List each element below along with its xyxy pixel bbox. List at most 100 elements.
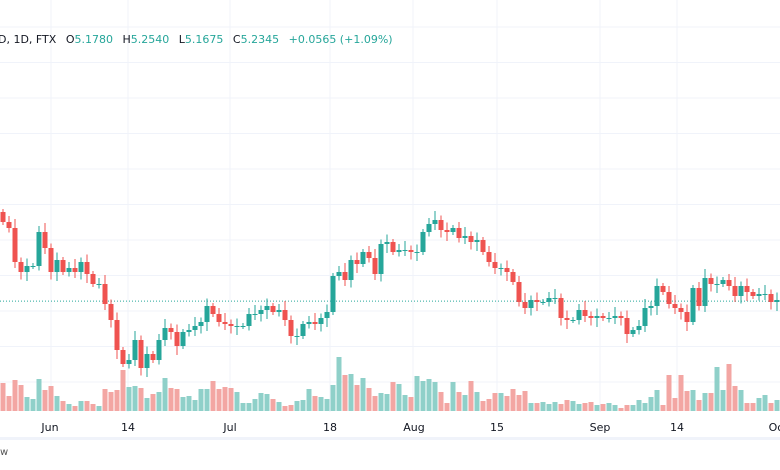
candle-down xyxy=(768,294,774,302)
volume-bar xyxy=(420,381,426,411)
symbol-label: D, 1D, FTX xyxy=(0,33,57,46)
candle-up xyxy=(330,276,336,312)
volume-bar xyxy=(552,402,558,411)
volume-bar xyxy=(18,385,24,411)
candle-up xyxy=(594,316,600,318)
candle-down xyxy=(504,268,510,272)
candles xyxy=(0,209,780,377)
volume-bar xyxy=(216,389,222,411)
volume-bar xyxy=(126,387,132,411)
candlestick-chart[interactable] xyxy=(0,0,780,440)
bottom-panel-label: w xyxy=(0,447,9,458)
candle-down xyxy=(342,272,348,280)
volume-bar xyxy=(642,403,648,411)
volume-bar xyxy=(372,396,378,411)
volume-bar xyxy=(366,388,372,411)
candle-down xyxy=(468,236,474,242)
x-tick-label: 14 xyxy=(121,421,135,434)
candle-up xyxy=(378,244,384,274)
volume-bar xyxy=(510,389,516,411)
volume-bar xyxy=(360,378,366,411)
candle-down xyxy=(90,274,96,284)
candle-down xyxy=(48,248,54,272)
volume-bar xyxy=(486,399,492,411)
candle-down xyxy=(60,260,66,272)
volume-bar xyxy=(240,403,246,411)
volume-bar xyxy=(210,381,216,411)
candle-up xyxy=(762,294,768,295)
candle-up xyxy=(66,268,72,272)
candle-up xyxy=(180,332,186,346)
volume-bar xyxy=(654,390,660,411)
volume-bar xyxy=(618,408,624,411)
volume-bar xyxy=(690,390,696,411)
volume-bar xyxy=(180,397,186,411)
x-tick-label: Jul xyxy=(223,421,237,434)
x-tick-label: 15 xyxy=(490,421,504,434)
volume-bar xyxy=(456,392,462,411)
volume-bar xyxy=(432,382,438,411)
volume-bar xyxy=(576,404,582,411)
candle-down xyxy=(270,306,276,312)
candle-down xyxy=(582,310,588,316)
volume-bar xyxy=(630,405,636,411)
candle-down xyxy=(624,318,630,334)
volume-bar xyxy=(330,385,336,411)
candle-down xyxy=(438,220,444,230)
volume-bar xyxy=(660,405,666,411)
volume-bar xyxy=(546,404,552,411)
candle-up xyxy=(612,316,618,318)
candle-down xyxy=(696,288,702,306)
volume-bar xyxy=(750,403,756,411)
candle-up xyxy=(636,326,642,330)
volume-bar xyxy=(732,386,738,411)
open-value: 5.1780 xyxy=(74,33,114,46)
candle-down xyxy=(408,250,414,252)
candle-up xyxy=(300,324,306,336)
volume-bar xyxy=(564,400,570,411)
volume-bar xyxy=(684,391,690,411)
volume-bar xyxy=(522,391,528,411)
candle-down xyxy=(564,318,570,320)
candle-up xyxy=(186,330,192,332)
candle-down xyxy=(354,260,360,264)
candle-up xyxy=(360,252,366,264)
candle-up xyxy=(414,252,420,253)
volume-bar xyxy=(408,397,414,411)
candle-down xyxy=(42,232,48,248)
candle-down xyxy=(732,286,738,296)
volume-bar xyxy=(348,374,354,411)
candle-up xyxy=(198,322,204,326)
candle-up xyxy=(30,266,36,267)
volume-bar xyxy=(276,402,282,411)
volume-bar xyxy=(462,395,468,411)
candle-down xyxy=(372,258,378,274)
volume-bar xyxy=(198,389,204,411)
volume-bar xyxy=(414,376,420,411)
candle-up xyxy=(294,336,300,337)
volume-bar xyxy=(168,388,174,411)
candle-up xyxy=(498,268,504,269)
candle-up xyxy=(306,322,312,324)
volume-bar xyxy=(570,401,576,411)
x-tick-label: 14 xyxy=(670,421,684,434)
candle-up xyxy=(204,306,210,322)
candle-up xyxy=(570,320,576,321)
candle-up xyxy=(432,220,438,224)
candle-up xyxy=(24,266,30,272)
candle-up xyxy=(36,232,42,266)
candle-up xyxy=(264,306,270,310)
candle-down xyxy=(210,306,216,314)
candle-up xyxy=(462,236,468,238)
volume-bar xyxy=(132,386,138,411)
volume-bar xyxy=(12,380,18,411)
candle-up xyxy=(252,314,258,315)
volume-bar xyxy=(300,400,306,411)
volume-bar xyxy=(720,390,726,411)
candle-down xyxy=(618,316,624,318)
candle-up xyxy=(690,288,696,322)
volume-bar xyxy=(36,379,42,411)
volume-bar xyxy=(270,399,276,411)
candle-up xyxy=(474,240,480,242)
volume-bar xyxy=(72,406,78,411)
